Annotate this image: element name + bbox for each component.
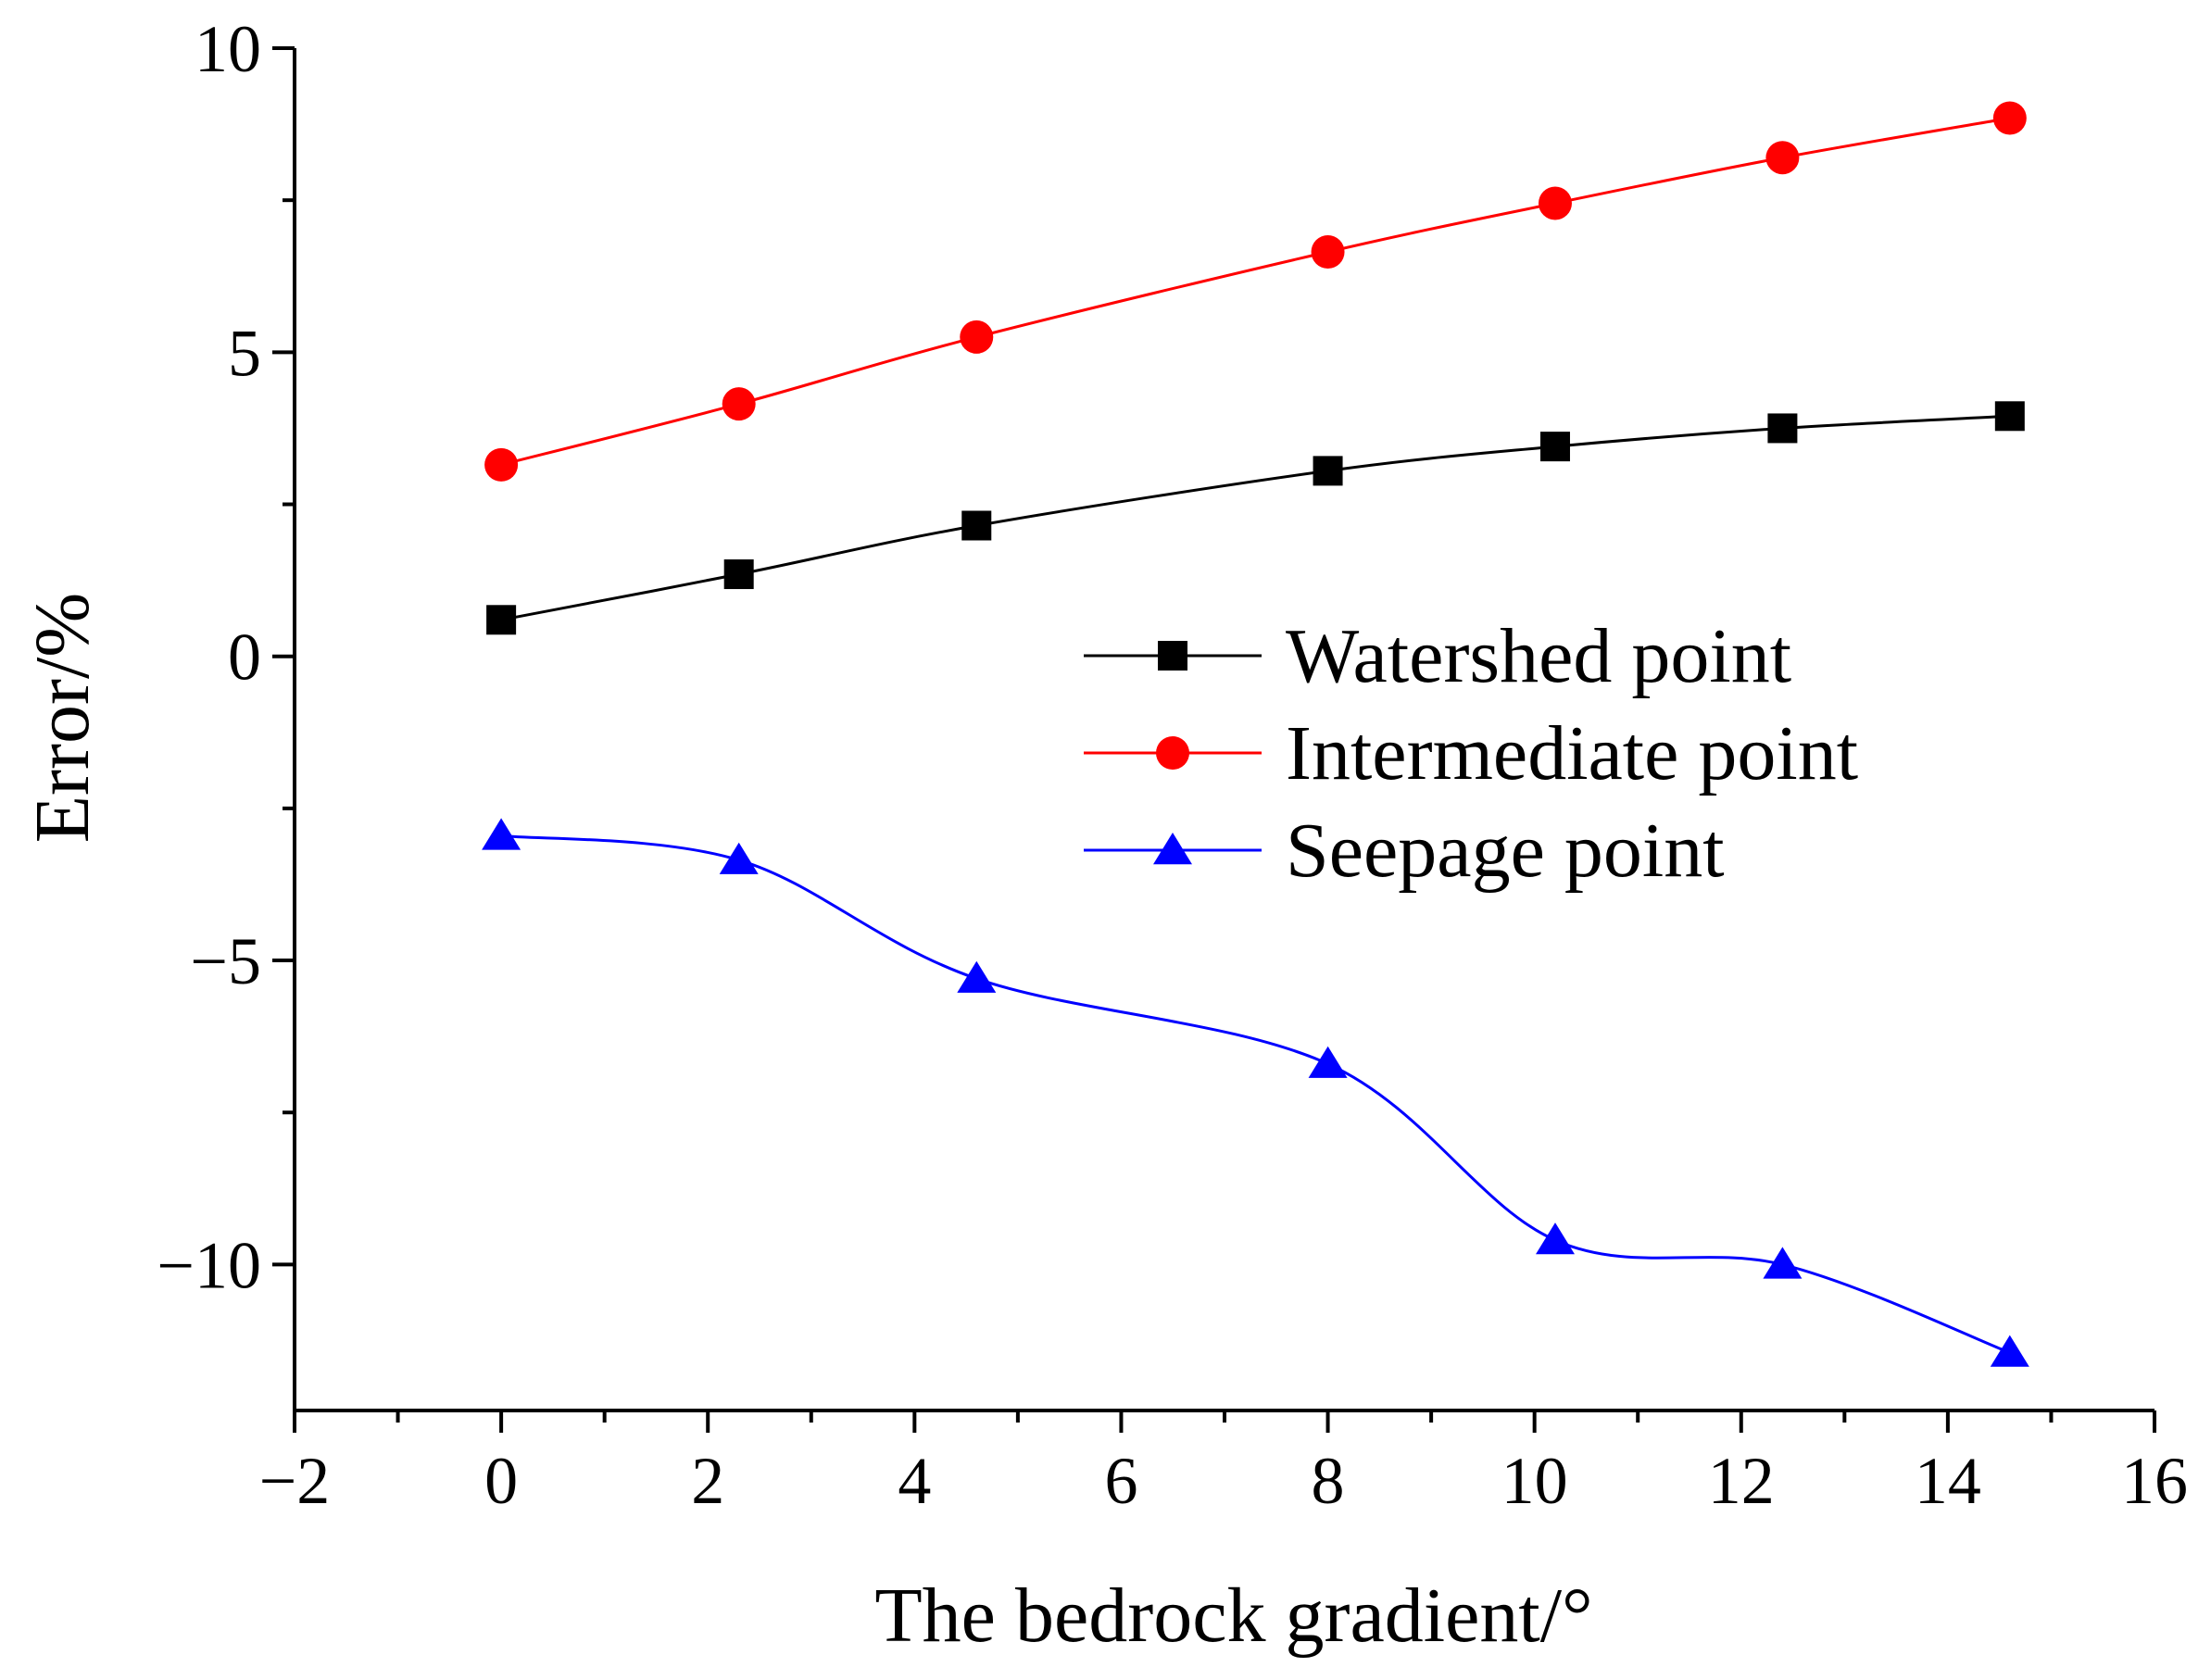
data-point-circle — [722, 387, 756, 421]
data-point-triangle — [1990, 1335, 2029, 1367]
data-point-circle — [1311, 234, 1345, 269]
x-tick-label: 12 — [1708, 1444, 1775, 1518]
series-line-square — [500, 414, 2010, 621]
data-point-square — [1767, 413, 1798, 444]
data-point-triangle — [1536, 1222, 1575, 1255]
legend-marker-triangle — [1153, 833, 1192, 865]
legend-marker-circle — [1156, 736, 1189, 770]
y-tick-label: −10 — [157, 1228, 261, 1302]
data-point-square — [1539, 432, 1570, 462]
legend: Watershed point Intermediate point Seepage… — [1084, 613, 1858, 894]
x-tick-label: 6 — [1104, 1444, 1137, 1518]
legend-label: Watershed point — [1286, 613, 1791, 699]
axes — [293, 48, 2154, 1412]
legend-marker-square — [1158, 641, 1187, 671]
x-tick-label: 14 — [1915, 1444, 1981, 1518]
data-point-square — [486, 605, 517, 635]
data-point-triangle — [1763, 1247, 1803, 1279]
x-tick-label: 0 — [484, 1444, 518, 1518]
data-point-circle — [1992, 101, 2027, 135]
x-tick-label: 2 — [691, 1444, 724, 1518]
y-tick-label: 10 — [195, 12, 261, 86]
data-point-square — [1313, 456, 1343, 486]
x-tick-label: −2 — [259, 1444, 331, 1518]
data-point-square — [961, 510, 992, 541]
y-tick-label: −5 — [190, 924, 261, 998]
y-tick-label: 0 — [228, 621, 261, 695]
y-tick-label: 5 — [228, 316, 261, 390]
data-point-triangle — [719, 842, 759, 874]
data-point-triangle — [1308, 1046, 1348, 1078]
data-point-square — [723, 559, 754, 590]
data-point-circle — [1765, 141, 1800, 175]
data-point-circle — [484, 447, 519, 482]
data-point-square — [1994, 401, 2025, 432]
x-tick-label: 16 — [2121, 1444, 2188, 1518]
data-point-triangle — [482, 818, 521, 850]
tick-labels: −2 0 2 4 6 8 10 12 14 16 10 5 0 −5 −10 — [157, 12, 2188, 1518]
x-tick-label: 8 — [1312, 1444, 1345, 1518]
data-point-triangle — [957, 960, 997, 993]
x-axis-title: The bedrock gradient/° — [874, 1573, 1592, 1659]
data-point-circle — [1538, 186, 1572, 220]
ticks — [272, 46, 2156, 1433]
data-point-circle — [960, 320, 994, 354]
legend-label: Intermediate point — [1286, 710, 1858, 796]
y-axis-title: Error/% — [19, 593, 106, 844]
plot-markers — [482, 101, 2029, 1367]
x-tick-label: 10 — [1501, 1444, 1568, 1518]
x-tick-label: 4 — [898, 1444, 931, 1518]
legend-label: Seepage point — [1286, 808, 1725, 894]
